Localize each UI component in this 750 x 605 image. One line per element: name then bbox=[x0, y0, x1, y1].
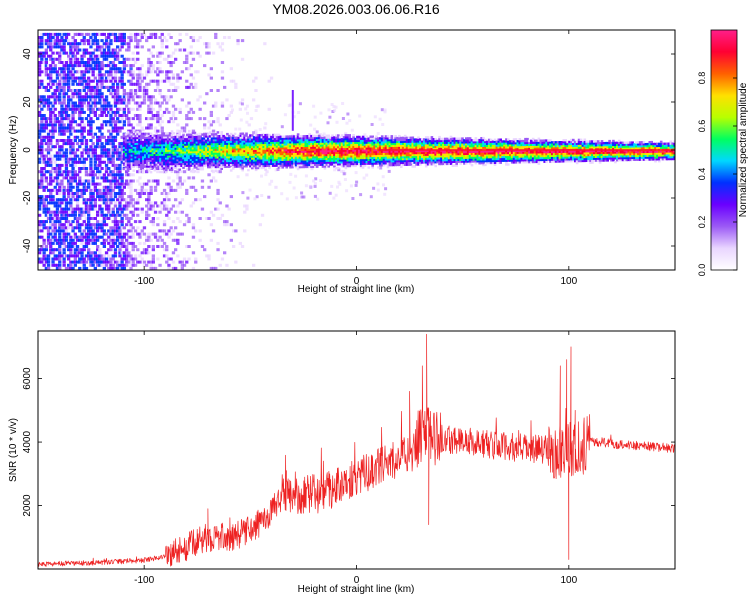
heatmap-x-tick-label: 100 bbox=[560, 276, 577, 287]
snr-x-tick-label: -100 bbox=[134, 575, 154, 586]
heatmap-x-label: Height of straight line (km) bbox=[298, 284, 415, 295]
snr-y-tick-label: 6000 bbox=[22, 367, 33, 390]
heatmap-y-label: Frequency (Hz) bbox=[8, 116, 19, 185]
heatmap-y-tick-label: 40 bbox=[22, 48, 33, 60]
heatmap-y-tick-label: 20 bbox=[22, 96, 33, 108]
colorbar-tick-label: 0.0 bbox=[697, 264, 707, 277]
colorbar-gradient bbox=[711, 30, 737, 270]
colorbar-tick-label: 0.6 bbox=[697, 120, 707, 133]
heatmap-y-tick-label: 0 bbox=[22, 147, 33, 153]
snr-x-label: Height of straight line (km) bbox=[298, 584, 415, 595]
colorbar: 0.0 0.2 0.4 0.6 0.8 Normalized spectral ampl… bbox=[697, 30, 749, 276]
colorbar-label: Normalized spectral amplitude bbox=[738, 82, 749, 217]
heatmap-y-tick-label: -40 bbox=[22, 238, 33, 253]
heatmap-y-tick-label: -20 bbox=[22, 190, 33, 205]
snr-y-tick-label: 4000 bbox=[22, 431, 33, 454]
colorbar-tick-label: 0.8 bbox=[697, 72, 707, 85]
snr-y-tick-label: 2000 bbox=[22, 494, 33, 517]
heatmap-x-tick-label: -100 bbox=[134, 276, 154, 287]
colorbar-tick-label: 0.2 bbox=[697, 216, 707, 229]
snr-x-tick-label: 100 bbox=[560, 575, 577, 586]
snr-background bbox=[38, 331, 675, 569]
figure-title: YM08.2026.003.06.06.R16 bbox=[272, 1, 440, 17]
snr-y-label: SNR (10 * v/v) bbox=[8, 418, 19, 482]
colorbar-tick-label: 0.4 bbox=[697, 168, 707, 181]
